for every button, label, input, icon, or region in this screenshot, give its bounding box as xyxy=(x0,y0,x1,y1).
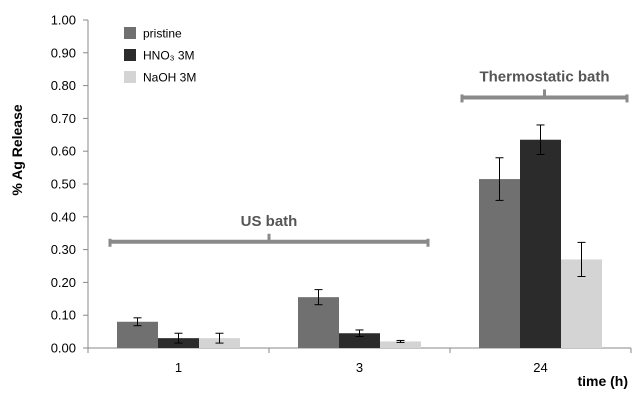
bracket-label: US bath xyxy=(241,213,298,230)
bar xyxy=(298,297,339,348)
y-tick-label: 0.80 xyxy=(51,78,76,93)
y-tick-label: 0.70 xyxy=(51,111,76,126)
legend-swatch xyxy=(124,27,136,39)
y-tick-label: 0.10 xyxy=(51,308,76,323)
legend: pristine HNO₃ 3M NaOH 3M xyxy=(124,27,196,85)
bracket-annotation: US bath xyxy=(108,213,430,247)
annotations: US bath Thermostatic bath xyxy=(108,68,629,247)
legend-label: pristine xyxy=(143,27,182,41)
legend-swatch xyxy=(124,71,136,83)
error-bar xyxy=(215,332,224,344)
legend-item: HNO₃ 3M xyxy=(124,49,195,63)
error-bar xyxy=(495,157,504,201)
y-tick-label: 0.90 xyxy=(51,45,76,60)
y-axis: 0.00 0.10 0.20 0.30 0.40 0.50 0.60 0.70 0.80 0.90… xyxy=(51,13,89,356)
error-bar xyxy=(396,339,405,343)
legend-swatch xyxy=(124,49,136,61)
bar xyxy=(380,341,421,348)
bar xyxy=(339,333,380,348)
error-bar xyxy=(536,124,545,155)
x-axis: 1 3 24 xyxy=(87,347,632,375)
legend-item: NaOH 3M xyxy=(124,71,196,85)
y-tick-label: 0.00 xyxy=(51,341,76,356)
bars xyxy=(117,124,602,348)
x-tick-label: 1 xyxy=(175,360,182,375)
error-bar xyxy=(355,329,364,338)
bracket-annotation: Thermostatic bath xyxy=(460,68,629,103)
legend-item: pristine xyxy=(124,27,182,41)
y-tick-label: 1.00 xyxy=(51,13,76,28)
y-tick-label: 0.50 xyxy=(51,177,76,192)
error-bar xyxy=(174,332,183,344)
legend-label: NaOH 3M xyxy=(143,71,196,85)
bracket-label: Thermostatic bath xyxy=(479,68,609,85)
y-tick-label: 0.30 xyxy=(51,242,76,257)
error-bar xyxy=(577,241,586,277)
y-axis-title: % Ag Release xyxy=(9,104,25,196)
x-tick-label: 3 xyxy=(356,360,363,375)
x-axis-title: time (h) xyxy=(577,373,628,389)
error-bar xyxy=(314,289,323,306)
error-bar xyxy=(133,317,142,327)
bar xyxy=(479,179,520,348)
legend-label: HNO₃ 3M xyxy=(143,49,195,63)
x-tick-label: 24 xyxy=(533,360,547,375)
y-tick-label: 0.20 xyxy=(51,275,76,290)
y-tick-label: 0.60 xyxy=(51,144,76,159)
bar xyxy=(520,139,561,348)
y-tick-label: 0.40 xyxy=(51,209,76,224)
